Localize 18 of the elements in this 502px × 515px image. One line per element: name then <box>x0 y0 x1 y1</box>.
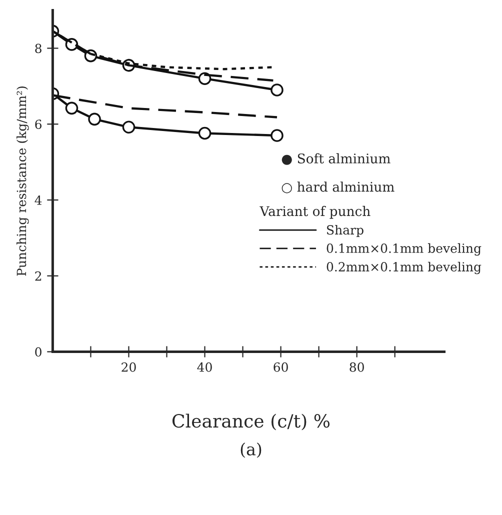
text: (a) <box>240 442 262 458</box>
y-tick-label: 8 <box>35 44 42 54</box>
annotation: ○ hard alminium <box>282 182 394 194</box>
y-tick-label: 2 <box>35 271 42 281</box>
x-axis-title: Clearance (c/t) % <box>172 414 330 430</box>
legend-label: 0.2mm×0.1mm beveling <box>326 262 482 274</box>
legend-label: 0.1mm×0.1mm beveling <box>326 243 482 256</box>
y-tick-label: 0 <box>35 347 42 357</box>
y-tick-label: 6 <box>35 120 42 130</box>
x-tick-label: 60 <box>274 362 288 372</box>
x-tick-label: 40 <box>197 362 212 372</box>
annotation: ● Soft alminium <box>282 153 390 165</box>
x-tick-label: 80 <box>350 362 364 372</box>
legend-title: Variant of punch <box>260 206 370 219</box>
x-tick-label: 20 <box>122 362 136 372</box>
legend-label: Sharp <box>327 224 364 238</box>
y-axis-title: Punching resistance (kg/mm²) <box>16 86 29 276</box>
y-tick-label: 4 <box>34 195 42 205</box>
